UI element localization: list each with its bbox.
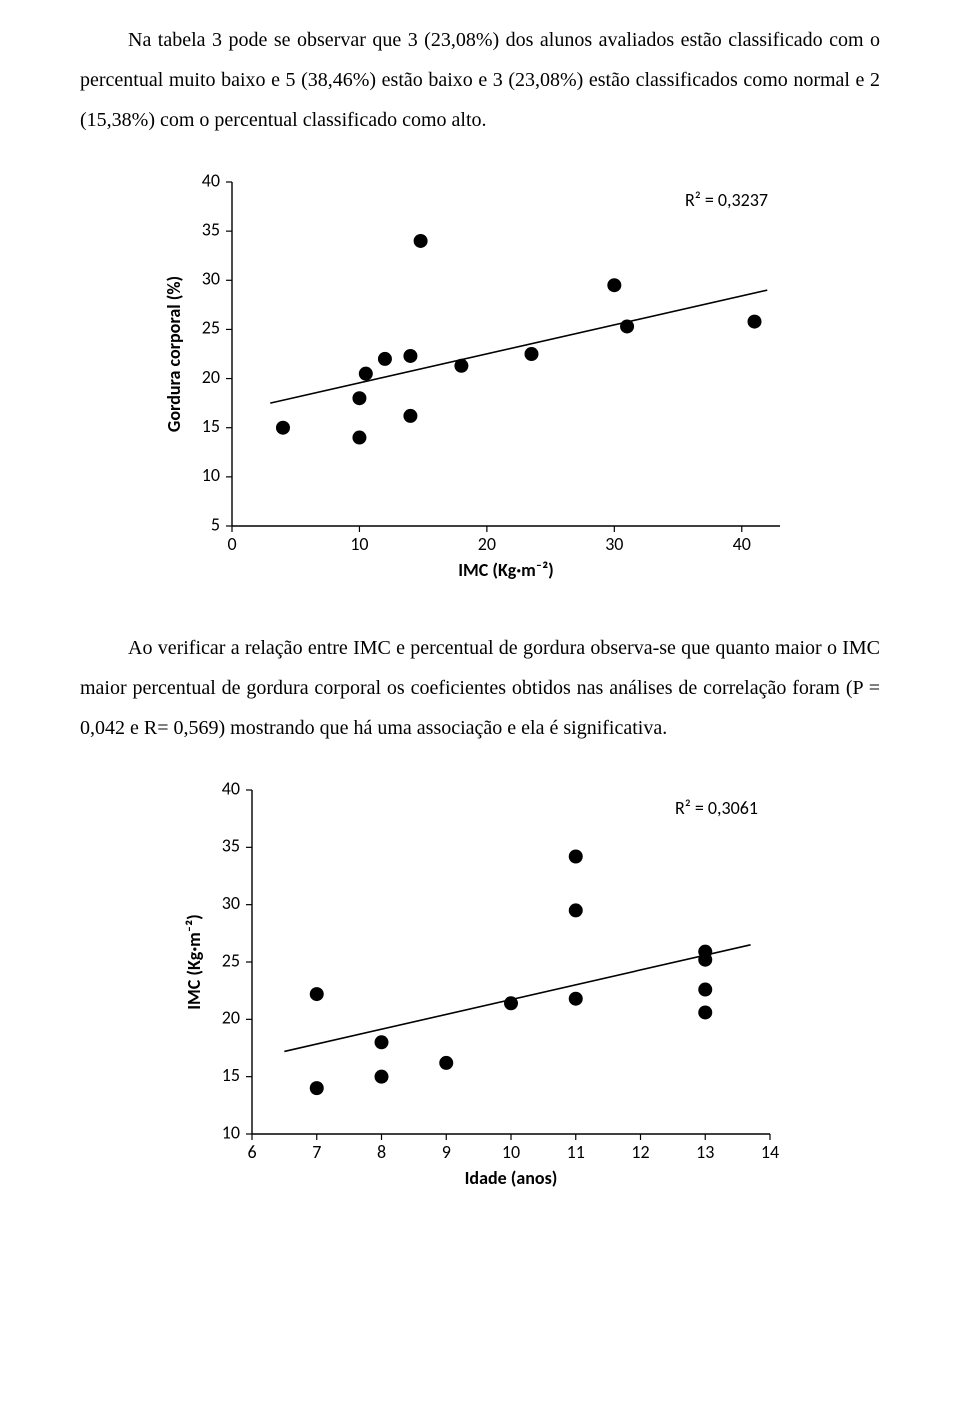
svg-text:9: 9 [442, 1141, 451, 1163]
chart-2-region: 10 15 20 25 30 35 40 6 7 8 9 10 11 12 13 14 R² = 0,3061 I… [80, 776, 880, 1196]
svg-text:40: 40 [222, 777, 240, 799]
svg-text:6: 6 [247, 1141, 256, 1163]
chart-2: 10 15 20 25 30 35 40 6 7 8 9 10 11 12 13 14 R² = 0,3061 I… [160, 776, 800, 1196]
svg-text:11: 11 [567, 1141, 585, 1163]
svg-text:35: 35 [222, 835, 240, 857]
chart-1: 5 10 15 20 25 30 35 40 0 10 20 30 40 R² = 0,3237 IMC (… [160, 168, 800, 588]
svg-text:10: 10 [202, 464, 220, 486]
svg-text:5: 5 [211, 513, 220, 535]
svg-text:20: 20 [222, 1007, 240, 1029]
svg-text:25: 25 [222, 949, 240, 971]
svg-text:25: 25 [202, 317, 220, 339]
svg-text:10: 10 [222, 1121, 240, 1143]
chart-1-region: 5 10 15 20 25 30 35 40 0 10 20 30 40 R² = 0,3237 IMC (… [80, 168, 880, 588]
svg-text:IMC (Kg·m⁻²): IMC (Kg·m⁻²) [183, 914, 205, 1010]
svg-text:20: 20 [202, 366, 220, 388]
svg-text:30: 30 [222, 892, 240, 914]
svg-text:14: 14 [761, 1141, 779, 1163]
page: Na tabela 3 pode se observar que 3 (23,0… [0, 0, 960, 1276]
svg-text:8: 8 [377, 1141, 386, 1163]
svg-text:20: 20 [478, 533, 496, 555]
svg-text:15: 15 [222, 1064, 240, 1086]
svg-text:40: 40 [202, 169, 220, 191]
svg-text:Idade (anos): Idade (anos) [465, 1167, 558, 1189]
paragraph-2: Ao verificar a relação entre IMC e perce… [80, 628, 880, 748]
svg-text:Gordura corporal (%): Gordura corporal (%) [163, 276, 185, 432]
svg-text:R² = 0,3237: R² = 0,3237 [685, 189, 768, 211]
svg-text:12: 12 [631, 1141, 649, 1163]
svg-text:30: 30 [202, 268, 220, 290]
svg-text:15: 15 [202, 415, 220, 437]
svg-text:R² = 0,3061: R² = 0,3061 [675, 797, 758, 819]
svg-text:35: 35 [202, 218, 220, 240]
svg-text:0: 0 [227, 533, 236, 555]
paragraph-1: Na tabela 3 pode se observar que 3 (23,0… [80, 20, 880, 140]
svg-text:10: 10 [502, 1141, 520, 1163]
svg-text:30: 30 [605, 533, 623, 555]
svg-text:7: 7 [312, 1141, 321, 1163]
svg-text:IMC (Kg·m⁻²): IMC (Kg·m⁻²) [458, 559, 554, 581]
svg-text:13: 13 [696, 1141, 714, 1163]
svg-text:40: 40 [733, 533, 751, 555]
svg-text:10: 10 [350, 533, 368, 555]
